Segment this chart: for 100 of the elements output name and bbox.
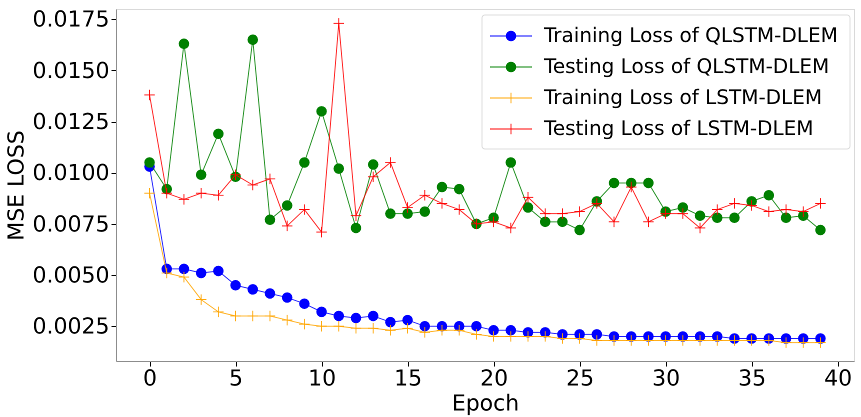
point <box>522 331 534 342</box>
y-tick-label: 0.0100 <box>32 161 110 186</box>
point <box>299 204 310 215</box>
point <box>815 337 826 348</box>
point <box>643 335 654 346</box>
point <box>334 163 344 174</box>
point <box>454 184 464 194</box>
point <box>248 34 258 45</box>
point <box>488 331 499 342</box>
point <box>436 198 448 209</box>
legend-label: Testing Loss of LSTM-DLEM <box>543 116 814 140</box>
point <box>694 335 706 346</box>
point <box>780 204 792 215</box>
x-tick-label: 25 <box>566 366 594 392</box>
point <box>660 335 671 346</box>
point <box>248 284 258 295</box>
point <box>608 216 620 228</box>
point <box>522 202 534 213</box>
point <box>385 316 396 328</box>
point <box>316 306 327 318</box>
point <box>764 190 774 200</box>
point <box>334 310 344 322</box>
point <box>368 310 378 322</box>
point <box>264 310 276 322</box>
point <box>368 159 378 170</box>
point <box>436 182 448 192</box>
point <box>385 208 396 219</box>
x-tick-label: 20 <box>480 366 508 392</box>
point <box>557 208 568 219</box>
point <box>729 198 740 209</box>
point <box>540 216 550 228</box>
point <box>264 288 276 299</box>
y-tick-label: 0.0050 <box>32 264 110 289</box>
y-tick-label: 0.0175 <box>32 8 110 33</box>
x-axis-title: Epoch <box>452 392 520 416</box>
point <box>506 157 516 168</box>
x-tick-label: 35 <box>738 366 766 392</box>
point <box>282 292 292 303</box>
legend-label: Testing Loss of QLSTM-DLEM <box>543 54 830 78</box>
point <box>264 174 276 184</box>
point <box>488 325 499 336</box>
point <box>350 312 362 324</box>
point <box>643 216 654 228</box>
point <box>780 212 792 223</box>
point <box>213 128 224 140</box>
point <box>196 268 206 278</box>
point <box>299 298 310 309</box>
point <box>557 333 568 344</box>
y-axis-title: MSE LOSS <box>4 130 30 241</box>
point <box>144 90 155 100</box>
x-tick-label: 0 <box>143 366 158 392</box>
point <box>282 200 292 211</box>
x-tick-label: 40 <box>824 366 852 392</box>
point <box>506 325 516 336</box>
point <box>299 318 310 330</box>
point <box>420 206 430 217</box>
point <box>178 272 190 282</box>
point <box>557 216 568 228</box>
legend-label: Training Loss of QLSTM-DLEM <box>543 23 838 47</box>
point <box>764 206 774 217</box>
point <box>196 294 206 305</box>
point <box>678 335 688 346</box>
point <box>402 202 413 213</box>
point <box>402 208 413 219</box>
point <box>643 178 654 188</box>
point <box>815 198 826 209</box>
point <box>282 314 292 326</box>
point <box>471 320 482 332</box>
point <box>694 210 706 221</box>
point <box>780 337 792 348</box>
point <box>385 157 396 168</box>
point <box>282 220 292 232</box>
point <box>746 200 757 211</box>
legend-label: Training Loss of LSTM-DLEM <box>543 85 822 109</box>
point <box>299 157 310 168</box>
point <box>815 224 826 236</box>
point <box>471 329 482 340</box>
point <box>213 306 224 318</box>
point <box>350 222 362 234</box>
point <box>316 226 327 238</box>
x-tick-label: 30 <box>652 366 680 392</box>
point <box>402 314 413 326</box>
point <box>230 310 241 322</box>
point <box>574 333 585 344</box>
point <box>678 208 688 219</box>
point <box>488 216 499 228</box>
point <box>694 222 706 234</box>
point <box>213 266 224 276</box>
point <box>264 214 276 226</box>
point <box>230 280 241 291</box>
point <box>678 202 688 213</box>
y-tick-label: 0.0150 <box>32 58 110 84</box>
point <box>712 212 722 223</box>
x-tick-label: 10 <box>308 366 336 392</box>
point <box>729 212 740 223</box>
point <box>574 206 585 217</box>
point <box>592 329 602 340</box>
point <box>196 170 206 180</box>
y-tick-label: 0.0075 <box>32 212 110 238</box>
x-tick-label: 15 <box>394 366 422 392</box>
